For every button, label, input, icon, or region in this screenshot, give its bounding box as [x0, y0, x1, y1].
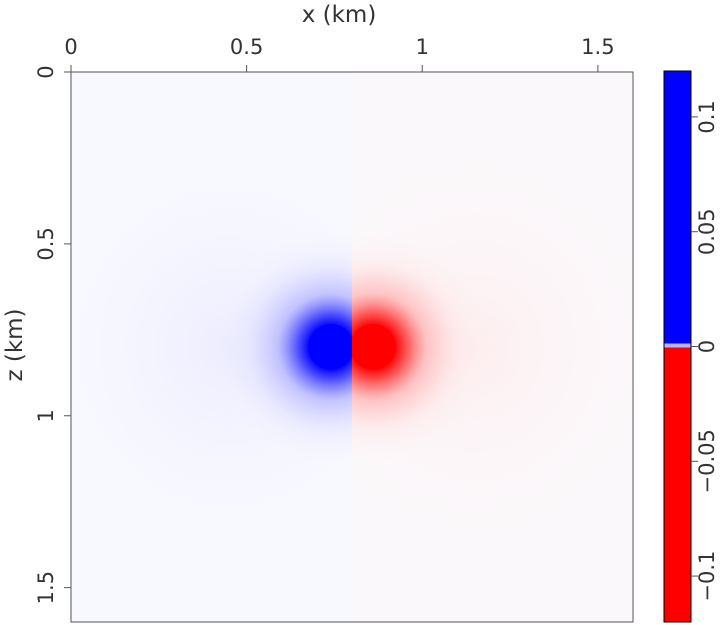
y-tick-label: 0.5: [34, 227, 58, 260]
y-tick-label: 1.5: [34, 571, 58, 604]
y-tick-label: 1: [34, 409, 58, 422]
negative-lobe-gradient: [352, 228, 492, 466]
positive-lobe: [71, 149, 352, 545]
colorbar-negative: [664, 346, 691, 622]
colorbar: 0.1 0.05 0 −0.05 −0.1: [663, 70, 719, 623]
x-tick-label: 0: [64, 35, 77, 59]
positive-lobe-gradient: [212, 228, 352, 466]
y-axis-label: z (km): [2, 308, 28, 381]
colorbar-tick-label: −0.05: [695, 429, 719, 493]
colorbar-tick-label: −0.1: [695, 551, 719, 602]
positive-lobe-core: [308, 324, 352, 370]
colorbar-tick-label: 0.05: [695, 208, 719, 255]
colorbar-zero-band: [664, 343, 691, 348]
x-tick-label: 1: [416, 35, 429, 59]
y-tick-label: 0: [34, 65, 58, 78]
colorbar-tick-label: 0.1: [695, 100, 719, 133]
x-tick-label: 1.5: [581, 35, 614, 59]
negative-lobe: [352, 149, 633, 545]
x-axis-label: x (km): [302, 2, 377, 28]
colorbar-tick-label: 0: [695, 340, 719, 353]
y-axis: 0 0.5 1 1.5: [34, 65, 71, 604]
plot-frame: [70, 71, 634, 623]
x-tick-label: 0.5: [230, 35, 263, 59]
x-axis: 0 0.5 1 1.5: [64, 35, 615, 72]
heatmap-area: [71, 72, 633, 622]
colorbar-positive: [664, 71, 691, 347]
negative-lobe-core: [352, 324, 396, 370]
